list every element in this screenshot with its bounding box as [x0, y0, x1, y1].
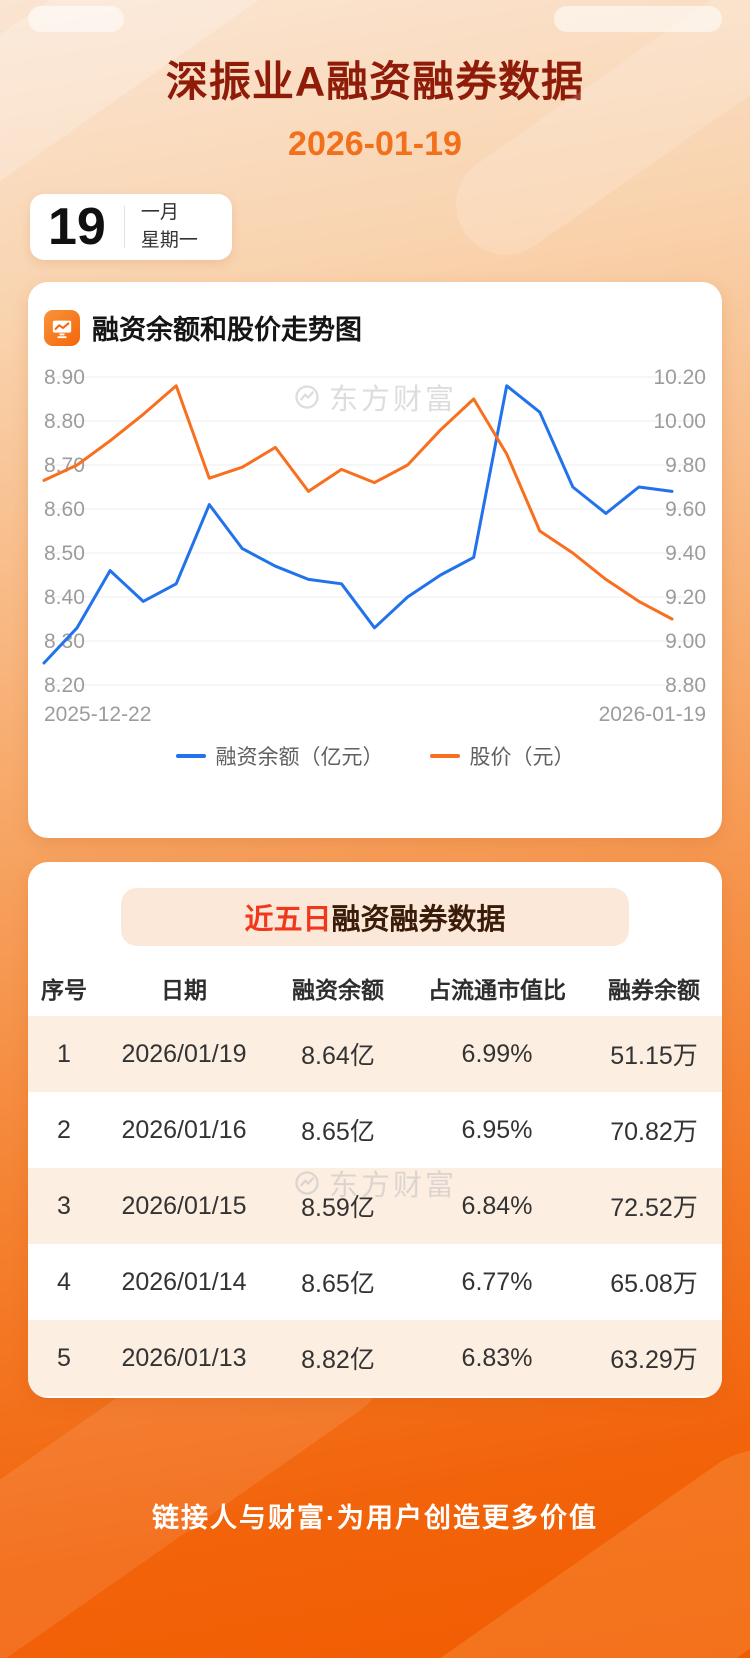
- table-row: 5 2026/01/13 8.82亿 6.83% 63.29万: [28, 1320, 722, 1396]
- table-cell: 3: [57, 1191, 71, 1220]
- table-cell: 51.15万: [610, 1042, 698, 1070]
- table-row: 3 2026/01/15 8.59亿 6.84% 72.52万: [28, 1168, 722, 1244]
- table-card: 近五日 融资融券数据 东方财富 序号 日期 融资余额 占流通市值比 融券余额 1 2026/0…: [28, 862, 722, 1398]
- table-cell: 6.83%: [461, 1343, 533, 1372]
- table-header-row: 序号 日期 融资余额 占流通市值比 融券余额: [28, 960, 722, 1016]
- table-cell: 6.95%: [461, 1115, 533, 1144]
- calendar-badge: 19 一月 星期一: [30, 194, 232, 260]
- table-cell: 2026/01/14: [121, 1267, 247, 1296]
- table-cell: 2: [57, 1115, 71, 1144]
- table-cell: 8.59亿: [301, 1194, 375, 1222]
- svg-text:8.20: 8.20: [44, 674, 85, 697]
- table-cell: 占流通市值比: [428, 977, 566, 1003]
- table-cell: 5: [57, 1343, 71, 1372]
- chart-area: 8.90 10.20 8.80 10.00 8.70 9.80 8.60 9.60 8.50 9.…: [28, 347, 722, 731]
- svg-text:9.40: 9.40: [665, 542, 706, 565]
- svg-text:8.80: 8.80: [44, 410, 85, 433]
- table-cell: 4: [57, 1267, 71, 1296]
- table-cell: 6.84%: [461, 1191, 533, 1220]
- legend-marker-financing: [175, 754, 206, 758]
- calendar-day: 19: [48, 198, 106, 256]
- table-cell: 日期: [161, 977, 207, 1003]
- svg-text:9.20: 9.20: [665, 586, 706, 609]
- trend-chart: 8.90 10.20 8.80 10.00 8.70 9.80 8.60 9.60 8.50 9.…: [42, 366, 706, 726]
- page-date: 2026-01-19: [288, 125, 462, 163]
- trend-chart-icon: [44, 309, 80, 346]
- svg-text:8.80: 8.80: [665, 674, 706, 697]
- table-cell: 2026/01/15: [121, 1191, 247, 1220]
- calendar-divider: [123, 206, 125, 248]
- page-title: 深振业A融资融券数据: [165, 58, 585, 105]
- table-cell: 6.77%: [461, 1267, 533, 1296]
- legend-label-financing: 融资余额（亿元）: [215, 746, 384, 769]
- table-cell: 6.99%: [461, 1039, 533, 1068]
- table-section-title: 近五日 融资融券数据: [121, 888, 629, 946]
- svg-text:10.00: 10.00: [653, 410, 706, 433]
- svg-text:9.80: 9.80: [665, 454, 706, 477]
- svg-text:10.20: 10.20: [653, 366, 706, 389]
- table-cell: 70.82万: [610, 1118, 698, 1146]
- table-cell: 63.29万: [610, 1346, 698, 1374]
- table-cell: 序号: [41, 977, 87, 1003]
- chart-section-header: 融资余额和股价走势图: [28, 282, 722, 347]
- svg-text:8.90: 8.90: [44, 366, 85, 389]
- decorative-pill-left: [28, 6, 124, 32]
- footer-slogan: 链接人与财富·为用户创造更多价值: [152, 1503, 598, 1533]
- table-cell: 8.64亿: [301, 1042, 375, 1070]
- legend-label-price: 股价（元）: [469, 746, 575, 769]
- table-cell: 融券余额: [608, 977, 700, 1003]
- table-cell: 72.52万: [610, 1194, 698, 1222]
- table-cell: 2026/01/19: [121, 1039, 247, 1068]
- svg-text:9.60: 9.60: [665, 498, 706, 521]
- table-cell: 8.65亿: [301, 1270, 375, 1298]
- table-row: 1 2026/01/19 8.64亿 6.99% 51.15万: [28, 1016, 722, 1092]
- calendar-weekday: 星期一: [140, 230, 198, 251]
- svg-text:2026-01-19: 2026-01-19: [599, 703, 706, 726]
- table-cell: 2026/01/16: [121, 1115, 247, 1144]
- table-cell: 8.82亿: [301, 1346, 375, 1374]
- table-title-highlight: 近五日: [244, 904, 332, 936]
- table-cell: 8.65亿: [301, 1118, 375, 1146]
- svg-text:8.40: 8.40: [44, 586, 85, 609]
- table-title-rest: 融资融券数据: [331, 904, 506, 936]
- chart-section-title: 融资余额和股价走势图: [92, 315, 362, 345]
- table-cell: 1: [57, 1039, 71, 1068]
- legend-item-financing: 融资余额（亿元）: [175, 741, 384, 771]
- table-row: 2 2026/01/16 8.65亿 6.95% 70.82万: [28, 1092, 722, 1168]
- svg-text:8.60: 8.60: [44, 498, 85, 521]
- calendar-month: 一月: [140, 202, 179, 224]
- svg-text:8.70: 8.70: [44, 454, 85, 477]
- table-row: 4 2026/01/14 8.65亿 6.77% 65.08万: [28, 1244, 722, 1320]
- table-cell: 2026/01/13: [121, 1343, 247, 1372]
- legend-marker-price: [429, 754, 460, 758]
- table-cell: 融资余额: [292, 977, 384, 1003]
- chart-legend: 融资余额（亿元） 股价（元）: [28, 741, 722, 771]
- chart-card: 融资余额和股价走势图 东方财富 8.90 10.20 8.80 10.00 8.70 9.…: [28, 282, 722, 838]
- decorative-ribbon: [340, 1418, 750, 1658]
- decorative-pill-right: [554, 6, 722, 32]
- table-cell: 65.08万: [610, 1270, 698, 1298]
- data-table: 序号 日期 融资余额 占流通市值比 融券余额 1 2026/01/19 8.64亿 6.99% 5…: [28, 960, 722, 1396]
- svg-text:9.00: 9.00: [665, 630, 706, 653]
- svg-text:2025-12-22: 2025-12-22: [44, 703, 151, 726]
- svg-text:8.50: 8.50: [44, 542, 85, 565]
- legend-item-price: 股价（元）: [429, 741, 575, 771]
